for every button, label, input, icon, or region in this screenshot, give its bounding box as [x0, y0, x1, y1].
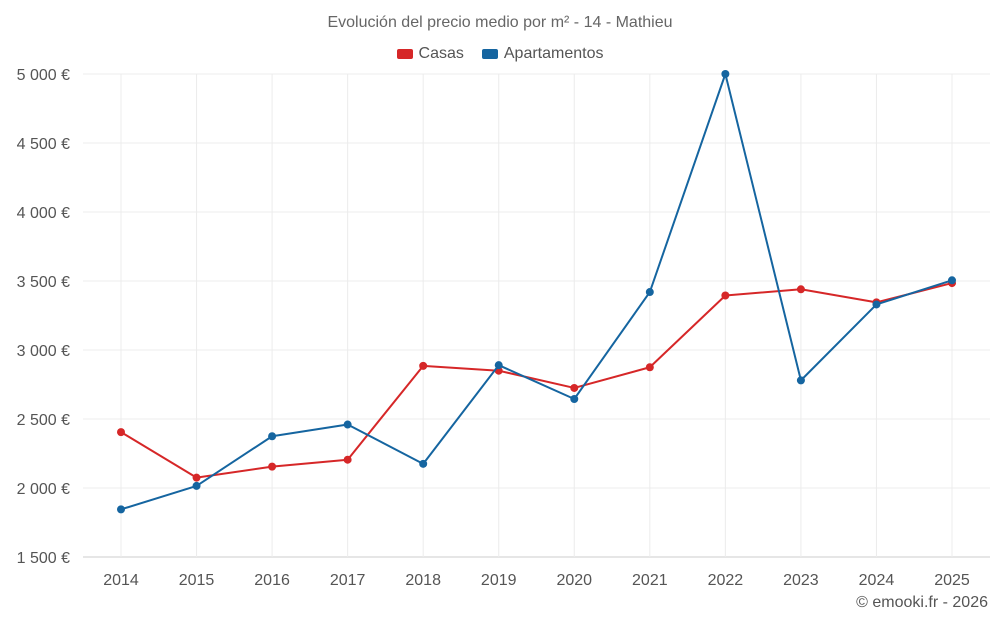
x-tick-label: 2019: [481, 572, 517, 589]
data-point-apartamentos: [570, 394, 579, 403]
x-tick-label: 2018: [405, 572, 441, 589]
x-tick-label: 2017: [330, 572, 366, 589]
legend-swatch-apartamentos: [481, 49, 498, 59]
data-point-apartamentos: [117, 505, 125, 514]
credit-text: © emooki.fr - 2026: [856, 594, 988, 611]
data-point-apartamentos: [872, 300, 881, 309]
x-tick-label: 2023: [783, 572, 819, 589]
x-tick-label: 2016: [254, 572, 290, 589]
legend-item-apartamentos[interactable]: Apartamentos: [481, 45, 604, 63]
data-point-casas: [570, 383, 579, 392]
data-point-apartamentos: [948, 276, 956, 285]
data-point-casas: [721, 291, 730, 300]
data-point-casas: [419, 361, 428, 370]
y-tick-label: 2 000 €: [17, 481, 70, 498]
chart-title: Evolución del precio medio por m² - 14 -…: [327, 14, 673, 31]
legend-label-casas: Casas: [418, 45, 464, 62]
x-tick-label: 2014: [103, 572, 139, 589]
x-tick-label: 2021: [632, 572, 668, 589]
x-tick-label: 2020: [556, 572, 592, 589]
data-point-apartamentos: [192, 481, 201, 490]
x-tick-label: 2024: [859, 572, 895, 589]
data-point-apartamentos: [419, 459, 428, 468]
y-tick-label: 5 000 €: [17, 67, 70, 84]
y-tick-label: 4 500 €: [17, 136, 70, 153]
data-point-casas: [192, 473, 201, 482]
data-point-casas: [343, 455, 352, 464]
data-point-apartamentos: [494, 361, 503, 370]
data-point-casas: [268, 462, 277, 471]
data-point-apartamentos: [721, 70, 730, 78]
x-tick-label: 2015: [179, 572, 215, 589]
data-point-apartamentos: [645, 288, 654, 297]
x-tick-label: 2022: [708, 572, 744, 589]
y-tick-label: 2 500 €: [17, 412, 70, 429]
data-point-apartamentos: [268, 432, 277, 441]
data-point-casas: [645, 363, 654, 372]
legend-item-casas[interactable]: Casas: [396, 45, 464, 63]
series-line-apartamentos: [120, 73, 953, 511]
data-point-casas: [796, 285, 805, 294]
y-tick-label: 4 000 €: [17, 205, 70, 222]
data-point-apartamentos: [343, 420, 352, 429]
legend-swatch-casas: [396, 49, 413, 59]
legend-label-apartamentos: Apartamentos: [503, 45, 604, 62]
series-line-casas: [120, 282, 953, 479]
chart-legend: Casas Apartamentos: [0, 45, 1000, 63]
y-tick-label: 1 500 €: [17, 550, 70, 567]
y-tick-label: 3 500 €: [17, 274, 70, 291]
x-tick-label: 2025: [934, 572, 970, 589]
data-point-casas: [117, 428, 125, 437]
data-point-apartamentos: [796, 376, 805, 385]
y-tick-label: 3 000 €: [17, 343, 70, 360]
